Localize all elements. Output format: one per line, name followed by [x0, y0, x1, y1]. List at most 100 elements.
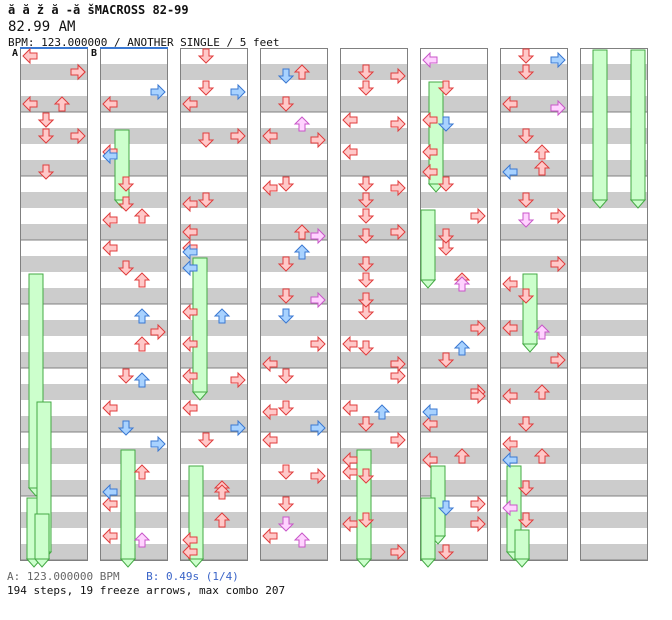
down-arrow	[517, 212, 535, 228]
stripe	[180, 320, 248, 336]
up-arrow	[53, 96, 71, 112]
right-arrow	[70, 127, 86, 145]
left-arrow	[22, 95, 38, 113]
stripe	[580, 288, 648, 304]
left-arrow	[182, 303, 198, 321]
up-arrow	[293, 244, 311, 260]
left-arrow	[102, 95, 118, 113]
freeze-arrow	[514, 529, 530, 560]
down-arrow	[357, 272, 375, 288]
down-arrow	[437, 228, 455, 244]
stripe	[260, 512, 328, 528]
left-arrow	[502, 275, 518, 293]
stripe	[100, 288, 168, 304]
left-arrow	[262, 179, 278, 197]
left-arrow	[262, 431, 278, 449]
up-arrow	[133, 336, 151, 352]
right-arrow	[230, 419, 246, 437]
up-arrow	[133, 308, 151, 324]
up-arrow	[213, 308, 231, 324]
up-arrow	[213, 484, 231, 500]
left-arrow	[502, 435, 518, 453]
freeze-tail	[513, 558, 531, 568]
stripe	[180, 160, 248, 176]
stripe	[260, 160, 328, 176]
right-arrow	[70, 63, 86, 81]
stripe	[580, 448, 648, 464]
down-arrow	[357, 256, 375, 272]
up-arrow	[533, 324, 551, 340]
stripe	[180, 224, 248, 240]
stripe	[340, 160, 408, 176]
stripe	[340, 192, 408, 208]
left-arrow	[422, 163, 438, 181]
down-arrow	[277, 176, 295, 192]
up-arrow	[133, 208, 151, 224]
down-arrow	[357, 64, 375, 80]
right-arrow	[550, 51, 566, 69]
stripe	[340, 416, 408, 432]
left-arrow	[502, 319, 518, 337]
stripe	[420, 320, 488, 336]
left-arrow	[262, 403, 278, 421]
freeze-arrow	[192, 257, 208, 393]
up-arrow	[373, 404, 391, 420]
left-arrow	[422, 111, 438, 129]
up-arrow	[533, 160, 551, 176]
left-arrow	[422, 403, 438, 421]
right-arrow	[310, 419, 326, 437]
left-arrow	[102, 483, 118, 501]
column-4	[260, 48, 328, 561]
left-arrow	[502, 95, 518, 113]
marker-a-label: A	[12, 48, 19, 59]
left-arrow	[102, 147, 118, 165]
down-arrow	[357, 416, 375, 432]
down-arrow	[117, 196, 135, 212]
stripe	[20, 96, 88, 112]
up-arrow	[293, 64, 311, 80]
left-arrow	[422, 451, 438, 469]
down-arrow	[277, 496, 295, 512]
freeze-tail	[191, 391, 209, 401]
left-arrow	[422, 51, 438, 69]
stripe	[580, 352, 648, 368]
stripe	[180, 352, 248, 368]
down-arrow	[357, 208, 375, 224]
stripe	[580, 544, 648, 560]
up-arrow	[293, 224, 311, 240]
down-arrow	[37, 164, 55, 180]
stripe	[580, 320, 648, 336]
down-arrow	[517, 512, 535, 528]
up-arrow	[133, 464, 151, 480]
chart-title: ă ă ž ă -ă šMACROSS 82-99	[8, 3, 189, 17]
stripe	[420, 192, 488, 208]
up-arrow	[133, 532, 151, 548]
stripe	[420, 64, 488, 80]
footer-bpm: A: 123.000000 BPM B: 0.49s (1/4)	[7, 570, 239, 583]
stripe	[180, 96, 248, 112]
right-arrow	[550, 351, 566, 369]
up-arrow	[133, 272, 151, 288]
stripe	[20, 192, 88, 208]
right-arrow	[150, 323, 166, 341]
left-arrow	[182, 531, 198, 549]
left-arrow	[182, 243, 198, 261]
column-6	[420, 48, 488, 561]
stripe	[420, 416, 488, 432]
down-arrow	[37, 112, 55, 128]
stripe	[180, 64, 248, 80]
freeze-arrow	[630, 49, 646, 201]
down-arrow	[517, 128, 535, 144]
right-arrow	[470, 495, 486, 513]
down-arrow	[277, 516, 295, 532]
down-arrow	[117, 420, 135, 436]
stripe	[100, 64, 168, 80]
down-arrow	[357, 192, 375, 208]
right-arrow	[390, 115, 406, 133]
right-arrow	[230, 127, 246, 145]
up-arrow	[213, 512, 231, 528]
stripe	[580, 224, 648, 240]
down-arrow	[437, 500, 455, 516]
up-arrow	[133, 372, 151, 388]
right-arrow	[550, 255, 566, 273]
